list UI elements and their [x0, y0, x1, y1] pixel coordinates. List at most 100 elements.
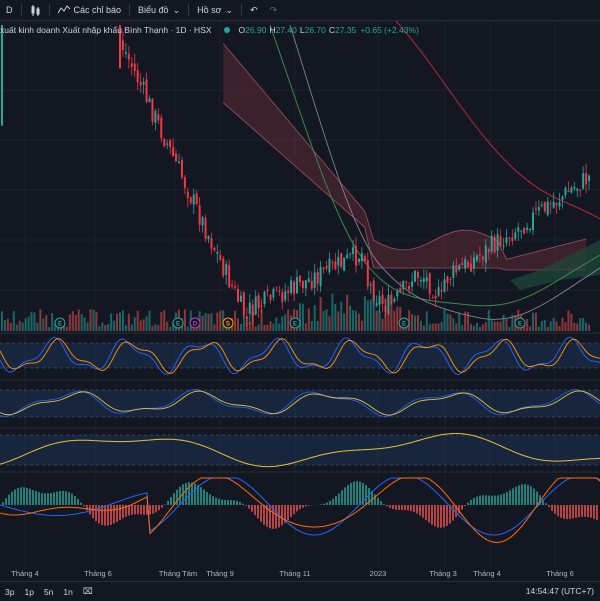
range-1n[interactable]: 1n — [58, 587, 77, 597]
undo-button[interactable]: ↶ — [244, 0, 264, 20]
candle-body — [461, 263, 463, 265]
volume-bar — [508, 327, 510, 331]
interval-button[interactable]: D — [0, 0, 19, 20]
candle-body — [343, 257, 345, 270]
volume-bar — [240, 324, 242, 331]
volume-bar — [98, 326, 100, 331]
time-axis-label: Tháng 6 — [546, 569, 574, 578]
volume-bar — [104, 325, 106, 331]
volume-bar — [36, 323, 38, 331]
macd-bar — [551, 505, 553, 511]
candle-body — [526, 228, 528, 230]
volume-bar — [305, 323, 307, 331]
volume-bar — [48, 327, 50, 331]
macd-bar — [596, 505, 598, 520]
volume-bar — [429, 324, 431, 331]
candle-body — [494, 237, 496, 253]
range-5n[interactable]: 5n — [39, 587, 58, 597]
volume-bar — [420, 321, 422, 331]
clock-readout[interactable]: 14:54:47 (UTC+7) — [526, 586, 594, 596]
range-3p[interactable]: 3p — [0, 587, 19, 597]
profile-button[interactable]: Hồ sơ ⌄ — [191, 0, 239, 20]
volume-bar — [13, 311, 15, 331]
redo-button[interactable]: ↷ — [264, 0, 284, 20]
macd-bar — [536, 492, 538, 505]
toolbar-divider — [49, 4, 50, 16]
volume-bar — [326, 309, 328, 331]
indicators-button[interactable]: Các chỉ báo — [52, 0, 128, 20]
candle-body — [411, 282, 413, 287]
macd-bar — [164, 504, 166, 505]
candle-body — [187, 192, 189, 198]
macd-bar — [530, 486, 532, 505]
macd-bar — [554, 505, 556, 514]
macd-bar — [107, 505, 109, 526]
compare-button[interactable] — [24, 0, 47, 20]
candle-body — [299, 276, 301, 283]
macd-bar — [482, 495, 484, 505]
macd-bar — [497, 495, 499, 505]
macd-bar — [149, 505, 151, 514]
macd-bar — [161, 505, 163, 508]
macd-bar — [521, 484, 523, 505]
volume-bar — [467, 312, 469, 331]
candle-body — [272, 289, 274, 297]
macd-bar — [446, 505, 448, 526]
macd-bar — [176, 490, 178, 505]
macd-bar — [509, 490, 511, 505]
macd-bar — [386, 505, 388, 506]
volume-bar — [216, 313, 218, 331]
candle-body — [172, 147, 174, 156]
volume-bar — [500, 322, 502, 331]
macd-bar — [572, 505, 574, 518]
macd-bar — [32, 490, 34, 505]
macd-bar — [50, 493, 52, 505]
candle-body — [538, 207, 540, 210]
volume-bar — [358, 314, 360, 331]
high-value: 27.40 — [276, 25, 297, 35]
volume-bar — [417, 315, 419, 331]
candle-body — [573, 187, 575, 189]
macd-bar — [515, 487, 517, 505]
volume-bar — [390, 301, 392, 331]
time-axis-label: Tháng 4 — [11, 569, 39, 578]
volume-bar — [299, 303, 301, 331]
volume-bar — [210, 313, 212, 331]
macd-bar — [524, 484, 526, 505]
volume-bar — [576, 324, 578, 331]
candle-body — [503, 246, 505, 247]
volume-bar — [444, 310, 446, 331]
candle-body — [479, 255, 481, 256]
macd-bar — [83, 505, 85, 506]
candle-body — [314, 273, 316, 288]
volume-bar — [33, 312, 35, 331]
event-marker-label: S — [226, 322, 230, 328]
chart-type-button[interactable]: Biểu đồ ⌄ — [132, 0, 186, 20]
candle-body — [570, 188, 572, 193]
candle-body — [396, 291, 398, 296]
volume-bar — [435, 323, 437, 331]
candle-body — [352, 247, 354, 254]
volume-bar — [31, 312, 33, 331]
candle-body — [225, 264, 227, 275]
volume-bar — [432, 324, 434, 331]
volume-bar — [426, 311, 428, 331]
macd-bar — [71, 494, 73, 505]
macd-bar — [329, 501, 331, 505]
symbol-title[interactable]: xuất kinh doanh Xuất nhập khẩu Bình Thạn… — [0, 25, 212, 35]
volume-bar — [281, 316, 283, 331]
candle-body — [234, 286, 236, 287]
macd-bar — [467, 503, 469, 505]
candle-body — [228, 265, 230, 287]
candle-body — [488, 249, 490, 252]
macd-bar — [443, 505, 445, 527]
candle-body — [199, 205, 201, 225]
macd-histogram — [2, 481, 598, 529]
range-1p[interactable]: 1p — [19, 587, 38, 597]
macd-bar — [80, 503, 82, 505]
volume-bar — [334, 304, 336, 331]
candle-body — [154, 111, 156, 123]
date-range-icon[interactable]: ⌧ — [78, 586, 98, 597]
volume-bar — [275, 318, 277, 331]
